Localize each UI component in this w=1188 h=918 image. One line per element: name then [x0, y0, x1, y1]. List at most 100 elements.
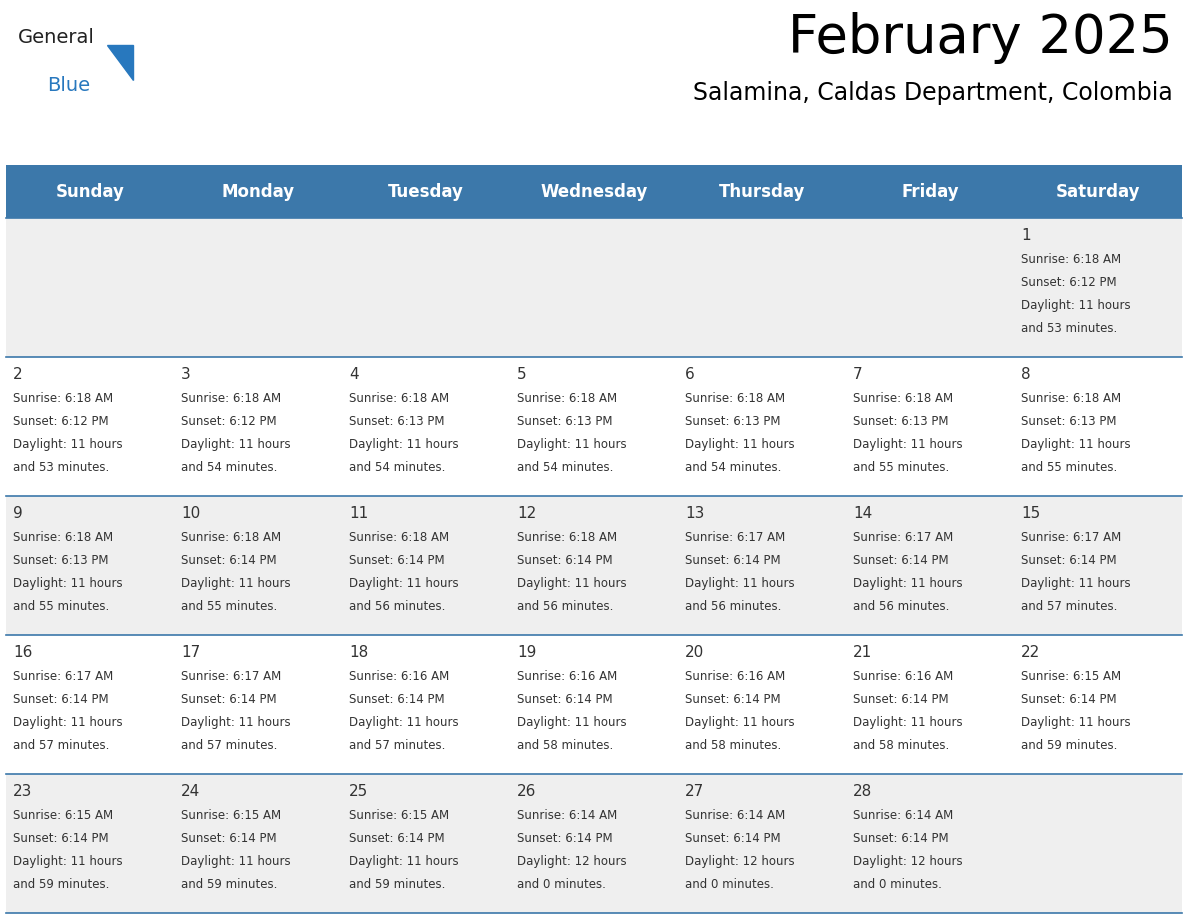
Text: and 54 minutes.: and 54 minutes. — [181, 461, 278, 475]
Text: Sunset: 6:14 PM: Sunset: 6:14 PM — [853, 833, 949, 845]
Text: 14: 14 — [853, 506, 872, 521]
Text: Daylight: 11 hours: Daylight: 11 hours — [349, 716, 459, 729]
Text: Daylight: 11 hours: Daylight: 11 hours — [13, 856, 122, 868]
Text: General: General — [18, 28, 95, 47]
Text: Sunrise: 6:18 AM: Sunrise: 6:18 AM — [1022, 392, 1121, 406]
Text: 4: 4 — [349, 366, 359, 382]
Text: and 54 minutes.: and 54 minutes. — [517, 461, 613, 475]
Text: 3: 3 — [181, 366, 191, 382]
Text: Daylight: 11 hours: Daylight: 11 hours — [181, 716, 291, 729]
Text: Sunrise: 6:15 AM: Sunrise: 6:15 AM — [13, 810, 113, 823]
Text: Daylight: 11 hours: Daylight: 11 hours — [349, 856, 459, 868]
Text: Wednesday: Wednesday — [541, 183, 647, 201]
Text: Sunrise: 6:17 AM: Sunrise: 6:17 AM — [1022, 532, 1121, 544]
Text: Daylight: 11 hours: Daylight: 11 hours — [181, 438, 291, 452]
Text: Daylight: 11 hours: Daylight: 11 hours — [13, 577, 122, 590]
Text: and 58 minutes.: and 58 minutes. — [853, 739, 949, 752]
Text: Sunset: 6:13 PM: Sunset: 6:13 PM — [349, 415, 444, 429]
Text: and 53 minutes.: and 53 minutes. — [1022, 322, 1118, 335]
Bar — [6, 165, 1182, 218]
Text: Sunrise: 6:16 AM: Sunrise: 6:16 AM — [517, 670, 618, 683]
Polygon shape — [107, 45, 133, 80]
Text: 26: 26 — [517, 784, 537, 799]
Text: Sunrise: 6:18 AM: Sunrise: 6:18 AM — [349, 392, 449, 406]
Text: Daylight: 11 hours: Daylight: 11 hours — [1022, 716, 1131, 729]
Text: 27: 27 — [685, 784, 704, 799]
Text: Sunrise: 6:18 AM: Sunrise: 6:18 AM — [13, 392, 113, 406]
Text: Sunrise: 6:14 AM: Sunrise: 6:14 AM — [517, 810, 618, 823]
Text: Daylight: 11 hours: Daylight: 11 hours — [13, 438, 122, 452]
Text: Daylight: 11 hours: Daylight: 11 hours — [181, 577, 291, 590]
Bar — [6, 775, 1182, 913]
Text: 24: 24 — [181, 784, 201, 799]
Text: Daylight: 11 hours: Daylight: 11 hours — [685, 577, 795, 590]
Text: 8: 8 — [1022, 366, 1031, 382]
Text: Sunset: 6:14 PM: Sunset: 6:14 PM — [181, 554, 277, 567]
Text: Sunrise: 6:16 AM: Sunrise: 6:16 AM — [853, 670, 954, 683]
Text: Sunrise: 6:15 AM: Sunrise: 6:15 AM — [181, 810, 282, 823]
Text: 28: 28 — [853, 784, 872, 799]
Text: Sunrise: 6:17 AM: Sunrise: 6:17 AM — [853, 532, 954, 544]
Text: 6: 6 — [685, 366, 695, 382]
Text: Sunrise: 6:18 AM: Sunrise: 6:18 AM — [685, 392, 785, 406]
Text: Sunrise: 6:15 AM: Sunrise: 6:15 AM — [349, 810, 449, 823]
Text: Sunrise: 6:18 AM: Sunrise: 6:18 AM — [517, 392, 618, 406]
Text: Sunset: 6:14 PM: Sunset: 6:14 PM — [1022, 693, 1117, 706]
Text: Sunrise: 6:18 AM: Sunrise: 6:18 AM — [853, 392, 953, 406]
Text: 12: 12 — [517, 506, 536, 521]
Text: Daylight: 11 hours: Daylight: 11 hours — [853, 438, 962, 452]
Text: Sunset: 6:14 PM: Sunset: 6:14 PM — [13, 833, 108, 845]
Text: and 58 minutes.: and 58 minutes. — [685, 739, 782, 752]
Text: 7: 7 — [853, 366, 862, 382]
Text: Sunrise: 6:14 AM: Sunrise: 6:14 AM — [685, 810, 785, 823]
Text: Sunrise: 6:18 AM: Sunrise: 6:18 AM — [1022, 253, 1121, 266]
Text: Sunset: 6:14 PM: Sunset: 6:14 PM — [349, 693, 444, 706]
Text: Sunrise: 6:17 AM: Sunrise: 6:17 AM — [13, 670, 113, 683]
Text: Daylight: 11 hours: Daylight: 11 hours — [685, 716, 795, 729]
Text: 16: 16 — [13, 644, 32, 660]
Text: 11: 11 — [349, 506, 368, 521]
Text: Sunset: 6:13 PM: Sunset: 6:13 PM — [517, 415, 613, 429]
Text: Daylight: 11 hours: Daylight: 11 hours — [517, 438, 627, 452]
Text: and 55 minutes.: and 55 minutes. — [181, 600, 277, 613]
Text: and 0 minutes.: and 0 minutes. — [517, 879, 606, 891]
Text: 18: 18 — [349, 644, 368, 660]
Text: and 59 minutes.: and 59 minutes. — [13, 879, 109, 891]
Text: 22: 22 — [1022, 644, 1041, 660]
Text: Sunset: 6:14 PM: Sunset: 6:14 PM — [13, 693, 108, 706]
Text: and 0 minutes.: and 0 minutes. — [853, 879, 942, 891]
Text: Sunset: 6:12 PM: Sunset: 6:12 PM — [13, 415, 108, 429]
Text: and 56 minutes.: and 56 minutes. — [517, 600, 613, 613]
Text: Sunset: 6:12 PM: Sunset: 6:12 PM — [181, 415, 277, 429]
Text: Tuesday: Tuesday — [388, 183, 465, 201]
Text: Sunrise: 6:15 AM: Sunrise: 6:15 AM — [1022, 670, 1121, 683]
Text: Sunset: 6:13 PM: Sunset: 6:13 PM — [13, 554, 108, 567]
Text: Daylight: 11 hours: Daylight: 11 hours — [1022, 438, 1131, 452]
Text: 19: 19 — [517, 644, 537, 660]
Text: Daylight: 11 hours: Daylight: 11 hours — [349, 438, 459, 452]
Text: and 59 minutes.: and 59 minutes. — [1022, 739, 1118, 752]
Text: and 58 minutes.: and 58 minutes. — [517, 739, 613, 752]
Text: Sunrise: 6:17 AM: Sunrise: 6:17 AM — [685, 532, 785, 544]
Text: Saturday: Saturday — [1056, 183, 1140, 201]
Text: and 55 minutes.: and 55 minutes. — [853, 461, 949, 475]
Text: Daylight: 11 hours: Daylight: 11 hours — [13, 716, 122, 729]
Text: 21: 21 — [853, 644, 872, 660]
Text: 9: 9 — [13, 506, 23, 521]
Text: Sunset: 6:14 PM: Sunset: 6:14 PM — [853, 693, 949, 706]
Text: Daylight: 11 hours: Daylight: 11 hours — [349, 577, 459, 590]
Text: Sunset: 6:14 PM: Sunset: 6:14 PM — [349, 833, 444, 845]
Text: Sunset: 6:14 PM: Sunset: 6:14 PM — [517, 833, 613, 845]
Text: and 55 minutes.: and 55 minutes. — [1022, 461, 1118, 475]
Text: 25: 25 — [349, 784, 368, 799]
Text: Monday: Monday — [221, 183, 295, 201]
Text: Sunset: 6:13 PM: Sunset: 6:13 PM — [685, 415, 781, 429]
Text: Daylight: 12 hours: Daylight: 12 hours — [685, 856, 795, 868]
Text: and 56 minutes.: and 56 minutes. — [853, 600, 949, 613]
Text: Sunrise: 6:18 AM: Sunrise: 6:18 AM — [349, 532, 449, 544]
Text: Sunrise: 6:14 AM: Sunrise: 6:14 AM — [853, 810, 954, 823]
Text: and 57 minutes.: and 57 minutes. — [13, 739, 109, 752]
Text: 5: 5 — [517, 366, 526, 382]
Text: Sunset: 6:14 PM: Sunset: 6:14 PM — [685, 833, 781, 845]
Text: 13: 13 — [685, 506, 704, 521]
